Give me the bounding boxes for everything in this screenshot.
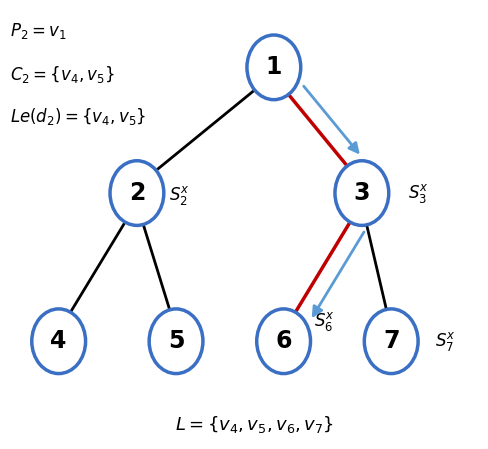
Text: $Le(d_2) = \{v_4, v_5\}$: $Le(d_2) = \{v_4, v_5\}$ — [10, 106, 146, 127]
Text: 1: 1 — [265, 55, 282, 79]
Ellipse shape — [110, 161, 163, 225]
Ellipse shape — [149, 309, 203, 374]
Ellipse shape — [334, 161, 388, 225]
Text: 2: 2 — [128, 181, 145, 205]
Text: $P_2 = v_1$: $P_2 = v_1$ — [10, 22, 66, 41]
Ellipse shape — [32, 309, 85, 374]
Text: 7: 7 — [382, 329, 399, 353]
Text: $S_2^x$: $S_2^x$ — [168, 184, 189, 207]
Text: $S_3^x$: $S_3^x$ — [407, 181, 428, 205]
Text: 4: 4 — [50, 329, 67, 353]
Ellipse shape — [246, 35, 300, 100]
Text: $S_6^x$: $S_6^x$ — [313, 309, 334, 333]
Text: 5: 5 — [167, 329, 184, 353]
Text: $L = \{v_4, v_5, v_6, v_7\}$: $L = \{v_4, v_5, v_6, v_7\}$ — [174, 414, 333, 435]
Text: $C_2 = \{v_4, v_5\}$: $C_2 = \{v_4, v_5\}$ — [10, 64, 115, 84]
Ellipse shape — [364, 309, 417, 374]
Ellipse shape — [256, 309, 310, 374]
Text: 6: 6 — [275, 329, 291, 353]
Text: $S_7^x$: $S_7^x$ — [434, 330, 455, 353]
Text: 3: 3 — [353, 181, 369, 205]
